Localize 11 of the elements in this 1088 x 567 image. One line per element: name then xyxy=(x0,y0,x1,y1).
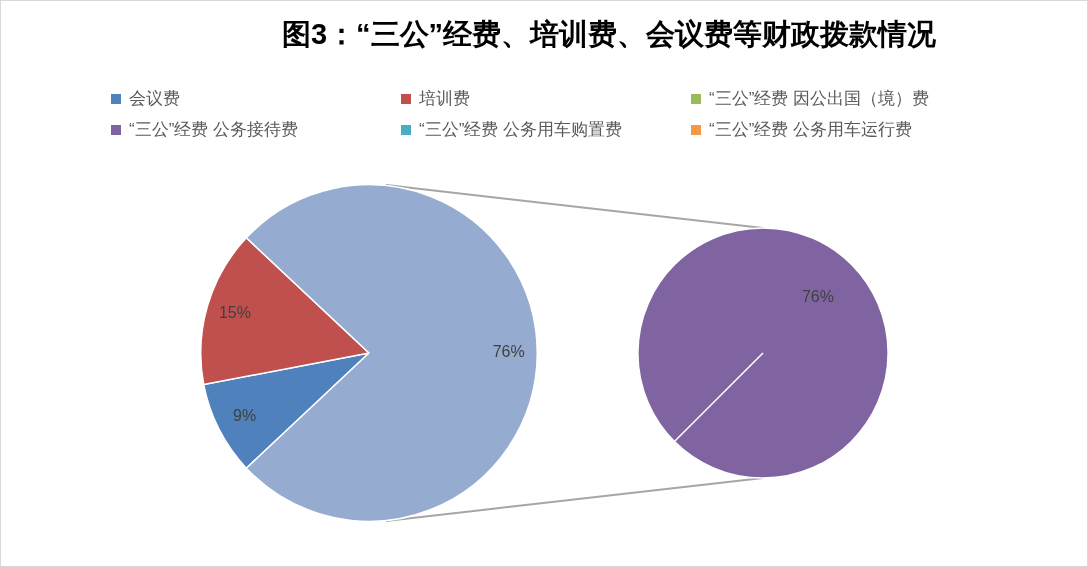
data-label: 76% xyxy=(492,343,525,361)
legend-label: “三公”经费 因公出国（境）费 xyxy=(709,88,930,110)
legend-label: “三公”经费 公务用车购置费 xyxy=(419,119,623,141)
legend-label: 培训费 xyxy=(419,88,470,110)
data-label: 9% xyxy=(233,406,257,424)
data-label: 76% xyxy=(801,288,834,306)
data-label: 15% xyxy=(218,304,251,322)
legend-label: 会议费 xyxy=(129,88,180,110)
text: 图3：“三公”经费、培训费、会议费等财政拨款情况 xyxy=(280,17,938,52)
legend-label: “三公”经费 公务用车运行费 xyxy=(709,119,913,141)
legend-label: “三公”经费 公务接待费 xyxy=(129,119,299,141)
